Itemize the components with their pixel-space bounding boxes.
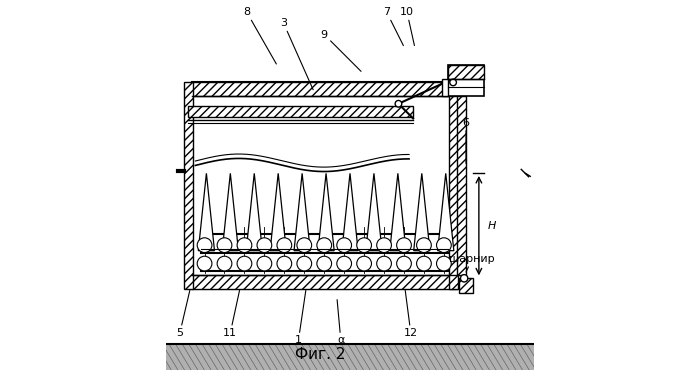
Bar xyxy=(442,79,447,96)
Circle shape xyxy=(197,238,212,253)
Circle shape xyxy=(377,238,391,253)
Circle shape xyxy=(277,238,292,253)
Polygon shape xyxy=(342,173,358,251)
Circle shape xyxy=(217,256,232,271)
Circle shape xyxy=(217,238,232,253)
Circle shape xyxy=(257,256,272,271)
Polygon shape xyxy=(270,173,286,251)
Bar xyxy=(458,278,473,293)
Text: Фиг. 2: Фиг. 2 xyxy=(295,347,346,362)
Text: 12: 12 xyxy=(404,290,418,338)
Bar xyxy=(447,65,484,79)
Circle shape xyxy=(317,238,332,253)
Polygon shape xyxy=(438,173,454,251)
Circle shape xyxy=(237,256,252,271)
Circle shape xyxy=(277,256,292,271)
Polygon shape xyxy=(294,173,310,251)
Polygon shape xyxy=(246,173,262,251)
Circle shape xyxy=(317,256,332,271)
Text: 11: 11 xyxy=(223,290,239,338)
Circle shape xyxy=(397,238,412,253)
Polygon shape xyxy=(318,173,334,251)
Bar xyxy=(183,82,192,289)
Circle shape xyxy=(450,79,456,86)
Circle shape xyxy=(416,256,431,271)
Circle shape xyxy=(297,238,312,253)
Text: 9: 9 xyxy=(321,30,361,71)
Polygon shape xyxy=(222,173,239,251)
Text: α: α xyxy=(337,300,344,345)
Bar xyxy=(449,82,458,289)
Bar xyxy=(192,275,457,289)
Bar xyxy=(192,82,457,289)
Bar xyxy=(192,82,457,96)
Circle shape xyxy=(357,256,372,271)
Circle shape xyxy=(197,256,212,271)
Polygon shape xyxy=(390,173,406,251)
Circle shape xyxy=(416,238,431,253)
Bar xyxy=(457,96,466,275)
Bar xyxy=(166,344,534,371)
Circle shape xyxy=(337,238,351,253)
Text: H: H xyxy=(488,221,496,231)
Text: 10: 10 xyxy=(400,7,414,46)
Circle shape xyxy=(297,256,312,271)
Text: 5: 5 xyxy=(176,290,190,338)
Text: 7: 7 xyxy=(384,7,403,46)
Text: 8: 8 xyxy=(244,7,276,64)
Polygon shape xyxy=(198,173,214,251)
Circle shape xyxy=(395,101,402,107)
Text: 6: 6 xyxy=(463,118,470,163)
Text: 3: 3 xyxy=(280,19,313,90)
Circle shape xyxy=(357,238,372,253)
Text: 1: 1 xyxy=(295,290,306,345)
Bar xyxy=(188,106,413,116)
Circle shape xyxy=(337,256,351,271)
Polygon shape xyxy=(366,173,382,251)
Circle shape xyxy=(377,256,391,271)
Circle shape xyxy=(461,275,468,282)
Polygon shape xyxy=(414,173,430,251)
Text: шарнир: шарнир xyxy=(449,254,495,272)
Circle shape xyxy=(257,238,272,253)
Circle shape xyxy=(237,238,252,253)
Circle shape xyxy=(397,256,412,271)
Circle shape xyxy=(437,238,452,253)
Circle shape xyxy=(437,256,452,271)
Bar xyxy=(447,65,484,96)
